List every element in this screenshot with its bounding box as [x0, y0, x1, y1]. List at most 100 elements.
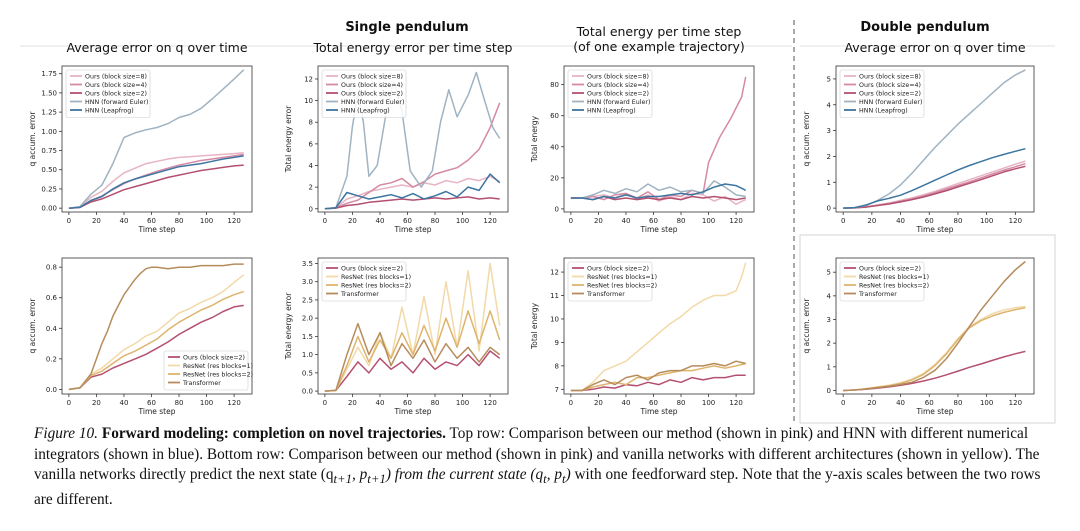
legend-label: Ours (block size=2) — [341, 90, 403, 97]
caption-figure-label: Figure 10. — [34, 425, 99, 442]
x-tick-label: 100 — [200, 399, 213, 407]
x-tick-label: 80 — [175, 399, 184, 407]
y-axis-label: Total energy error — [284, 292, 293, 360]
x-tick-label: 60 — [925, 399, 934, 407]
figure-canvas: Single pendulum Double pendulum Average … — [20, 20, 1056, 424]
x-tick-label: 80 — [175, 217, 184, 225]
series-line — [570, 374, 746, 392]
x-tick-label: 20 — [92, 399, 101, 407]
y-tick-label: 0 — [827, 387, 831, 395]
y-tick-label: 1.0 — [302, 351, 313, 359]
x-tick-label: 40 — [375, 399, 384, 407]
chart-top3: Total energy per time step(of one exampl… — [530, 24, 755, 234]
x-tick-label: 20 — [594, 399, 603, 407]
y-axis-label: q accum. error — [28, 111, 37, 167]
x-tick-label: 80 — [677, 217, 686, 225]
legend-label: Ours (block size=8) — [341, 73, 403, 80]
y-tick-label: 1.25 — [41, 109, 57, 117]
legend-box — [65, 69, 151, 118]
x-tick-label: 0 — [569, 217, 573, 225]
x-tick-label: 60 — [649, 399, 658, 407]
legend-label: HNN (forward Euler) — [587, 99, 650, 106]
series-line — [324, 173, 501, 210]
legend-box — [839, 261, 925, 302]
x-axis-label: Time step — [138, 225, 176, 234]
legend-label: ResNet (res blocks=2) — [859, 282, 929, 289]
y-tick-label: 0.75 — [41, 147, 57, 155]
x-tick-label: 120 — [227, 399, 240, 407]
x-tick-label: 120 — [729, 217, 742, 225]
y-tick-label: 9 — [555, 339, 559, 347]
x-axis-label: Time step — [640, 225, 678, 234]
legend-label: ResNet (res blocks=2) — [587, 282, 657, 289]
legend-label: HNN (forward Euler) — [85, 99, 148, 106]
legend-label: ResNet (res blocks=2) — [183, 371, 253, 378]
y-tick-label: 1.5 — [302, 333, 313, 341]
series-line — [68, 304, 244, 391]
x-tick-label: 40 — [375, 217, 384, 225]
x-tick-label: 100 — [456, 217, 469, 225]
caption-line-2: with different numerical integrators (sh… — [34, 425, 1029, 463]
y-tick-label: 5 — [827, 75, 831, 83]
x-tick-label: 120 — [227, 217, 240, 225]
x-tick-label: 40 — [896, 217, 905, 225]
legend-label: Ours (block size=2) — [183, 354, 245, 361]
caption-bold-title: Forward modeling: completion on novel tr… — [101, 425, 446, 442]
y-tick-label: 3.0 — [302, 278, 313, 286]
chart-title: Total energy error per time step — [313, 40, 513, 55]
figure-caption: Figure 10. Forward modeling: completion … — [34, 424, 1044, 510]
y-axis-label: Total energy — [530, 302, 539, 350]
y-tick-label: 0 — [555, 205, 559, 213]
double-pendulum-heading: Double pendulum — [860, 20, 989, 35]
x-tick-label: 100 — [200, 217, 213, 225]
series-line — [68, 274, 245, 391]
legend-label: HNN (forward Euler) — [859, 99, 922, 106]
legend-label: ResNet (res blocks=1) — [587, 274, 657, 281]
legend-label: HNN (forward Euler) — [341, 99, 404, 106]
x-tick-label: 0 — [323, 217, 327, 225]
legend-label: Ours (block size=8) — [85, 73, 147, 80]
legend-label: Ours (block size=4) — [859, 82, 921, 89]
y-axis-label: q accum. error — [28, 298, 37, 354]
y-tick-label: 0.5 — [302, 369, 313, 377]
legend-label: Ours (block size=8) — [859, 73, 921, 80]
chart-title: Average error on q over time — [66, 40, 247, 55]
y-tick-label: 3.5 — [302, 260, 313, 268]
y-tick-label: 0.6 — [46, 294, 58, 302]
y-tick-label: 6 — [309, 140, 314, 148]
y-axis-label: Total energy error — [284, 105, 293, 173]
caption-math-subscript: t+1, pt+1) from the current state (qt, p… — [333, 466, 571, 487]
y-tick-label: 0.4 — [46, 325, 58, 333]
series-line — [68, 263, 244, 391]
series-line — [324, 196, 500, 210]
series-line — [324, 310, 501, 392]
y-tick-label: 8 — [555, 362, 559, 370]
x-tick-label: 100 — [702, 217, 715, 225]
y-tick-label: 0.0 — [302, 388, 313, 396]
x-tick-label: 0 — [841, 217, 845, 225]
legend-label: Ours (block size=4) — [341, 82, 403, 89]
legend-label: ResNet (res blocks=2) — [341, 282, 411, 289]
x-tick-label: 100 — [702, 399, 715, 407]
legend-label: Ours (block size=2) — [587, 265, 649, 272]
y-tick-label: 1.75 — [41, 70, 57, 78]
caption-line-4: with one feedforward step. Note that the… — [34, 466, 1041, 508]
legend-label: ResNet (res blocks=1) — [341, 274, 411, 281]
x-tick-label: 20 — [348, 217, 357, 225]
x-tick-label: 0 — [841, 399, 845, 407]
x-tick-label: 0 — [323, 399, 327, 407]
x-tick-label: 40 — [119, 217, 128, 225]
y-tick-label: 0.8 — [46, 264, 57, 272]
x-tick-label: 60 — [147, 217, 156, 225]
y-tick-label: 1.00 — [41, 128, 57, 136]
series-line — [324, 350, 501, 392]
legend-box — [163, 350, 249, 391]
y-tick-label: 0.25 — [41, 185, 57, 193]
series-line — [843, 147, 1026, 209]
x-axis-label: Time step — [138, 407, 176, 416]
y-tick-label: 2.0 — [302, 315, 313, 323]
y-tick-label: 3 — [827, 316, 831, 324]
x-tick-label: 120 — [729, 399, 742, 407]
